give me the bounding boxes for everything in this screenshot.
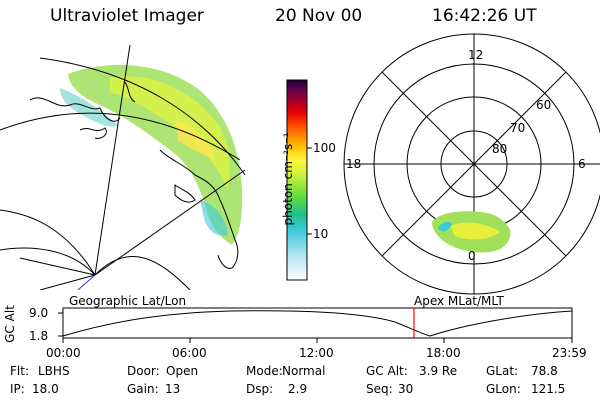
dsp-value: 2.9 bbox=[288, 382, 308, 396]
timeline-y-top: 9.0 bbox=[29, 306, 49, 320]
lat-70-label: 70 bbox=[510, 121, 526, 135]
timeline-axis-label: GC Alt bbox=[2, 305, 17, 343]
x-tick-0600: 06:00 bbox=[172, 346, 207, 360]
time-label: 16:42:26 UT bbox=[432, 6, 537, 26]
door-key: Door: bbox=[127, 364, 160, 378]
mlt-18-label: 18 bbox=[346, 157, 362, 171]
altitude-timeline bbox=[58, 307, 573, 343]
x-tick-2359: 23:59 bbox=[552, 346, 587, 360]
glon-value: 121.5 bbox=[531, 382, 566, 396]
colorbar bbox=[286, 79, 308, 281]
geographic-coords-label: Geographic Lat/Lon bbox=[69, 294, 187, 308]
timeline-y-bottom: 1.8 bbox=[29, 329, 49, 343]
filter-key: Flt: bbox=[10, 364, 29, 378]
apex-coords-label: Apex MLat/MLT bbox=[414, 294, 504, 308]
seq-value: 30 bbox=[398, 382, 414, 396]
mode-key: Mode: bbox=[246, 364, 283, 378]
mode-value: Normal bbox=[282, 364, 326, 378]
colorbar-tick-10: 10 bbox=[313, 227, 329, 241]
ip-key: IP: bbox=[10, 382, 25, 396]
glat-value: 78.8 bbox=[531, 364, 558, 378]
x-tick-1200: 12:00 bbox=[299, 346, 334, 360]
colorbar-unit-label: photon cm⁻²s⁻¹ bbox=[281, 132, 295, 226]
gain-value: 13 bbox=[165, 382, 181, 396]
altitude-curve bbox=[62, 310, 573, 337]
door-value: Open bbox=[166, 364, 199, 378]
dsp-key: Dsp: bbox=[246, 382, 274, 396]
mlt-0-label: 0 bbox=[468, 249, 476, 263]
x-tick-1800: 18:00 bbox=[426, 346, 461, 360]
mlt-12-label: 12 bbox=[468, 48, 484, 62]
mlt-6-label: 6 bbox=[578, 157, 586, 171]
coastline bbox=[29, 97, 121, 122]
geographic-map bbox=[0, 44, 246, 290]
x-tick-0000: 00:00 bbox=[46, 346, 81, 360]
gc-alt-value: 3.9 Re bbox=[419, 364, 458, 378]
colorbar-tick-100: 100 bbox=[313, 141, 336, 155]
seq-key: Seq: bbox=[366, 382, 393, 396]
gc-alt-key: GC Alt: bbox=[366, 364, 408, 378]
filter-value: LBHS bbox=[38, 364, 70, 378]
gain-key: Gain: bbox=[127, 382, 159, 396]
glat-key: GLat: bbox=[486, 364, 519, 378]
ip-value: 18.0 bbox=[32, 382, 59, 396]
polar-plot bbox=[343, 33, 600, 295]
date-label: 20 Nov 00 bbox=[275, 6, 363, 26]
lat-60-label: 60 bbox=[536, 98, 552, 112]
instrument-title: Ultraviolet Imager bbox=[50, 6, 204, 26]
lat-80-label: 80 bbox=[492, 142, 508, 156]
glon-key: GLon: bbox=[486, 382, 521, 396]
